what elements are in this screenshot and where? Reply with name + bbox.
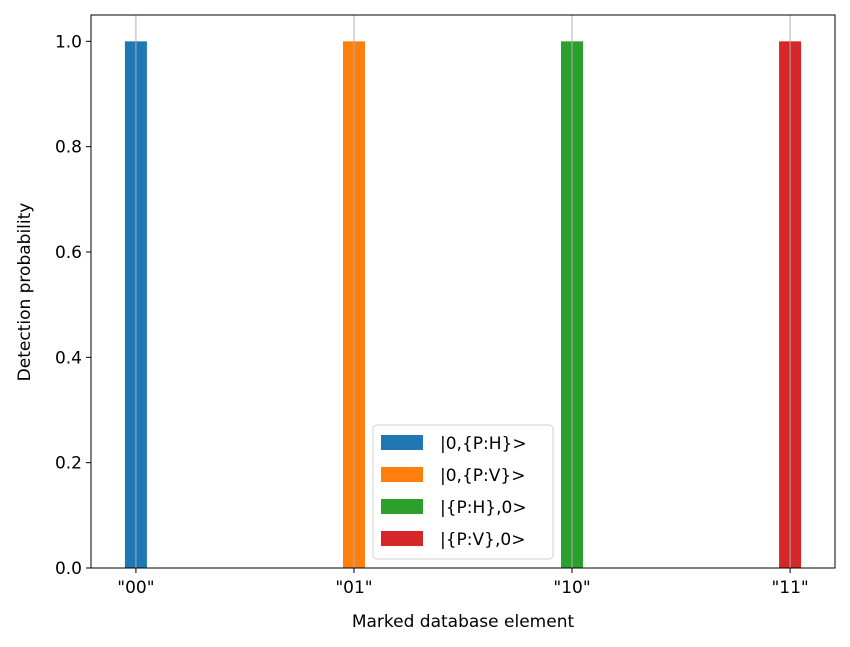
y-tick-label: 0.2 <box>55 454 82 474</box>
legend-box <box>372 424 554 560</box>
legend-swatch <box>381 435 423 450</box>
y-tick-label: 0.8 <box>55 138 82 158</box>
x-axis-label: Marked database element <box>352 612 575 632</box>
legend-label: |{P:V},0> <box>440 530 525 550</box>
legend-swatch <box>381 467 423 482</box>
x-tick-label: "01" <box>335 578 372 598</box>
legend-label: |0,{P:V}> <box>440 466 525 486</box>
x-tick-label: "11" <box>771 578 808 598</box>
y-tick-label: 0.6 <box>55 243 82 263</box>
x-tick-label: "10" <box>553 578 590 598</box>
x-tick-label: "00" <box>117 578 154 598</box>
y-tick-label: 1.0 <box>55 32 82 52</box>
y-tick-label: 0.0 <box>55 559 82 579</box>
x-ticks: "00" "01" "10" "11" <box>117 568 809 598</box>
legend-label: |0,{P:H}> <box>440 434 527 454</box>
grid <box>135 15 791 568</box>
y-ticks: 0.0 0.2 0.4 0.6 0.8 1.0 <box>55 32 91 579</box>
legend-swatch <box>381 499 423 514</box>
legend: |0,{P:H}> |0,{P:V}> |{P:H},0> |{P:V},0> <box>372 424 554 560</box>
legend-swatch <box>381 531 423 546</box>
y-tick-label: 0.4 <box>55 348 82 368</box>
legend-label: |{P:H},0> <box>440 498 527 518</box>
y-axis-label: Detection probability <box>15 203 35 382</box>
plot-frame <box>90 14 836 569</box>
